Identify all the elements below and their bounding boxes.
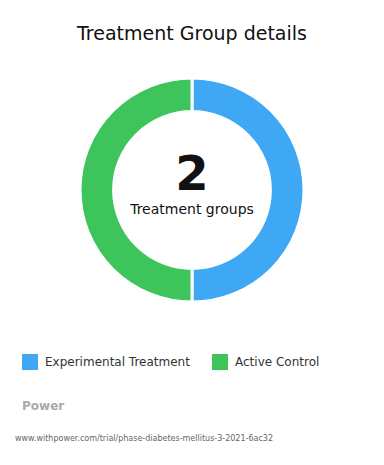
chart: Treatment Group details 2Treatment groups… <box>0 0 384 465</box>
branding: Power <box>22 399 64 413</box>
legend-item: Active Control <box>212 354 319 370</box>
center-number: 2 <box>175 145 208 201</box>
legend-swatch <box>212 354 228 370</box>
footer: www.withpower.com/trial/phase-diabetes-m… <box>15 434 273 443</box>
donut: 2Treatment groups <box>80 78 304 302</box>
slice <box>192 78 304 302</box>
legend: Experimental Treatment Active Control <box>22 354 319 370</box>
legend-swatch <box>22 354 38 370</box>
center-label: Treatment groups <box>129 201 254 217</box>
legend-label: Active Control <box>235 355 319 369</box>
legend-label: Experimental Treatment <box>45 355 190 369</box>
title: Treatment Group details <box>76 22 307 44</box>
legend-item: Experimental Treatment <box>22 354 190 370</box>
